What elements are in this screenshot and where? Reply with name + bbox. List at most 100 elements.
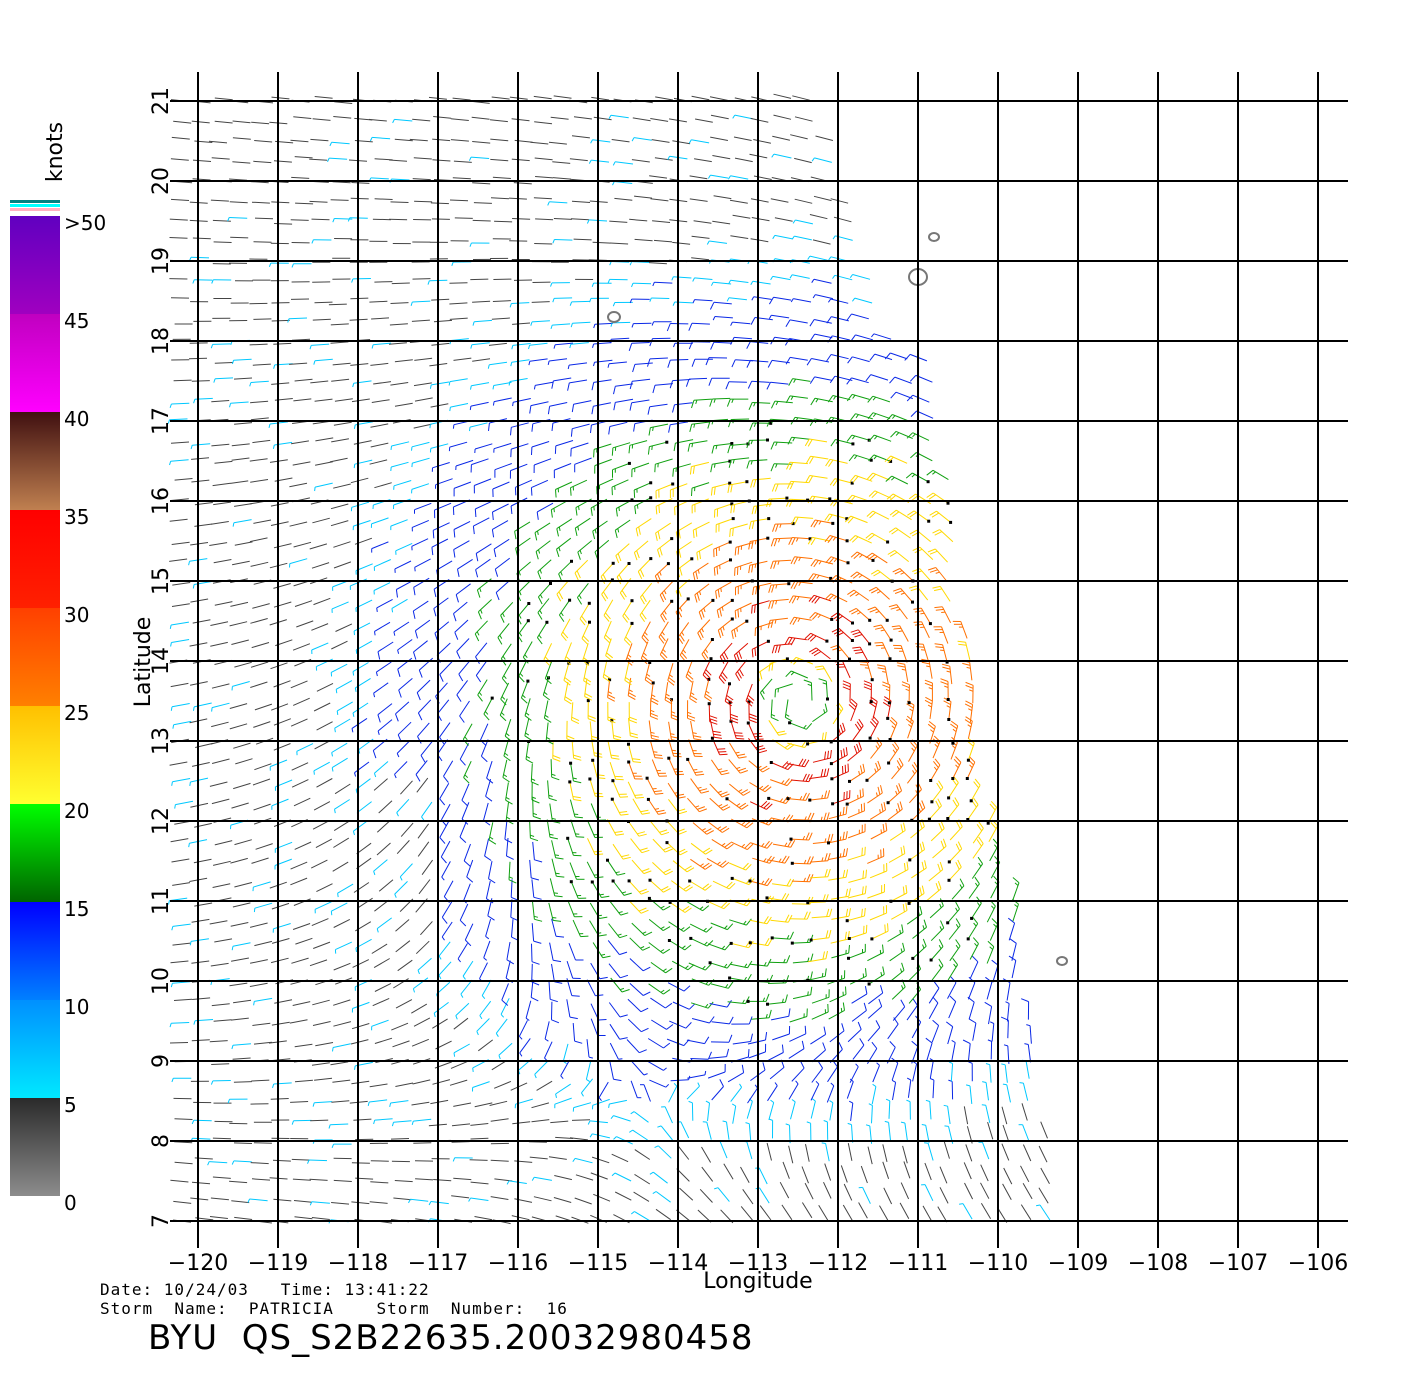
wind-barb <box>400 822 414 837</box>
wind-barb <box>988 819 999 842</box>
wind-barb <box>691 978 715 986</box>
wind-barb <box>668 921 691 932</box>
barb-feather <box>677 796 686 799</box>
barb-staff <box>825 1143 830 1162</box>
wind-barb <box>789 1008 808 1023</box>
barb-staff <box>251 642 270 649</box>
barb-staff <box>813 573 831 579</box>
barb-feather <box>701 609 705 618</box>
barb-feather <box>501 696 506 700</box>
wind-barb <box>316 682 334 692</box>
barb-feather <box>955 861 960 870</box>
barb-staff <box>331 1202 350 1205</box>
barb-feather <box>964 719 972 725</box>
barb-staff <box>231 1200 250 1204</box>
barb-feather <box>893 627 902 630</box>
barb-staff <box>454 619 469 633</box>
barb-feather <box>439 674 444 682</box>
barb-staff <box>888 1122 891 1141</box>
barb-staff <box>437 699 450 715</box>
barb-feather <box>518 571 521 576</box>
barb-feather <box>697 569 700 574</box>
barb-feather <box>539 569 542 574</box>
rain-flag <box>710 736 714 740</box>
barb-feather <box>787 637 793 645</box>
barb-staff <box>952 762 962 779</box>
barb-staff <box>353 1118 372 1121</box>
wind-barb <box>985 1063 992 1083</box>
barb-staff <box>586 861 596 879</box>
barb-staff <box>464 923 474 941</box>
wind-barb <box>607 740 620 760</box>
barb-feather <box>550 998 558 1003</box>
rain-flag <box>947 718 951 721</box>
barb-feather <box>464 774 469 779</box>
barb-feather <box>746 973 752 982</box>
barb-staff <box>371 517 389 525</box>
barb-feather <box>990 800 997 808</box>
barb-feather <box>821 1142 826 1144</box>
wind-barb <box>293 541 312 548</box>
wind-barb <box>417 841 430 857</box>
barb-feather <box>702 965 706 970</box>
barb-feather <box>519 1052 523 1057</box>
barb-feather <box>816 575 820 579</box>
barb-staff <box>766 1142 772 1161</box>
barb-feather <box>411 1120 414 1126</box>
wind-barb <box>630 1080 642 1099</box>
barb-feather <box>732 528 734 537</box>
wind-barb <box>668 1082 678 1103</box>
wind-barb <box>233 1142 253 1144</box>
barb-feather <box>784 856 790 864</box>
barb-staff <box>234 661 252 668</box>
wind-barb <box>547 780 557 802</box>
barb-staff <box>356 801 372 813</box>
barb-feather <box>525 732 530 736</box>
barb-staff <box>214 601 233 606</box>
rain-flag <box>665 841 669 845</box>
barb-feather <box>573 754 582 758</box>
barb-feather <box>625 676 633 683</box>
barb-feather <box>500 1014 505 1018</box>
barb-feather <box>830 833 834 842</box>
rain-flag <box>630 621 634 625</box>
barb-feather <box>803 911 808 920</box>
wind-barb <box>251 642 270 649</box>
wind-barb <box>495 1018 508 1037</box>
barb-staff <box>192 619 211 624</box>
barb-staff <box>313 801 331 811</box>
barb-staff <box>436 642 451 656</box>
barb-feather <box>726 961 733 969</box>
barb-feather <box>707 1001 714 1009</box>
barb-feather <box>717 630 722 638</box>
barb-staff <box>459 903 469 921</box>
wind-barb <box>499 698 508 722</box>
wind-barb <box>290 877 308 886</box>
barb-feather <box>738 802 747 809</box>
rain-flag <box>728 540 732 544</box>
barb-staff <box>172 923 191 927</box>
wind-barb <box>293 797 311 807</box>
barb-feather <box>679 607 683 612</box>
barb-staff <box>488 822 494 841</box>
barb-staff <box>892 1006 906 1021</box>
barb-staff <box>809 775 828 780</box>
barb-feather <box>433 589 437 598</box>
barb-staff <box>634 540 649 553</box>
wind-barb <box>867 966 885 986</box>
barb-feather <box>811 1098 816 1102</box>
barb-staff <box>630 1080 638 1098</box>
barb-staff <box>716 518 734 526</box>
barb-feather <box>577 551 581 560</box>
barb-feather <box>210 1080 214 1085</box>
barb-staff <box>891 764 904 780</box>
barb-staff <box>1027 1044 1032 1063</box>
barb-feather <box>650 734 660 738</box>
barb-staff <box>172 942 191 946</box>
barb-staff <box>809 860 828 863</box>
barb-feather <box>803 877 806 882</box>
wind-barb <box>968 1018 977 1041</box>
barb-staff <box>592 1098 610 1106</box>
wind-barb <box>710 1034 733 1043</box>
barb-feather <box>824 731 827 740</box>
